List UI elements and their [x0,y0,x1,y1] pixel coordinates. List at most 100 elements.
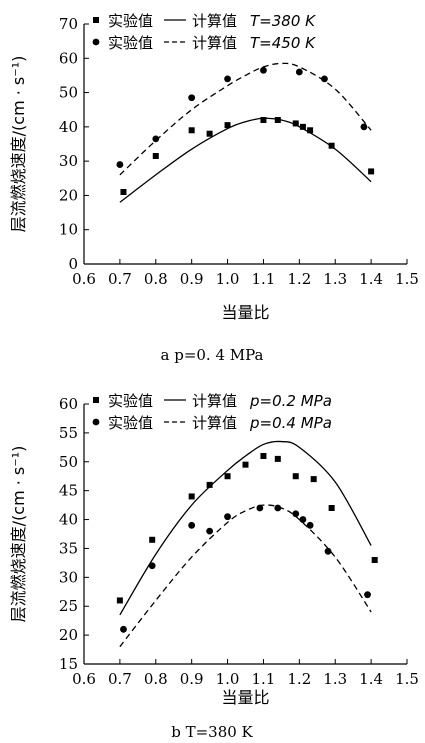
data-point-square [242,461,249,468]
legend-condition-label: T=380 K [250,12,316,30]
data-point-square [206,481,213,488]
data-point-square [260,453,267,459]
calculated-dashed-curve [119,62,372,176]
x-tick-label: 1.1 [252,670,276,688]
data-point-circle [295,68,303,76]
x-tick-label: 0.7 [108,270,132,288]
legend-calculated-label: 计算值 [192,392,237,410]
data-point-circle [224,75,231,83]
data-point-square [274,455,281,462]
data-point-circle [360,123,368,131]
x-tick-label: 1.0 [216,670,240,688]
legend-calculated-label: 计算值 [192,12,237,30]
x-tick-label: 0.6 [72,670,96,688]
data-point-square [307,127,314,134]
data-point-square [224,122,231,129]
legend-calculated-label: 计算值 [192,34,237,52]
y-tick-label: 55 [59,424,78,442]
data-point-square [149,536,156,543]
data-point-square [116,597,123,604]
y-tick-label: 40 [59,118,78,136]
data-point-square [120,189,127,195]
y-tick-label: 45 [59,482,78,500]
y-axis-label: 层流燃烧速度/(cm · s⁻¹) [9,446,28,623]
data-point-square [292,473,299,480]
legend-marker-square [93,17,99,23]
legend-calculated-label: 计算值 [192,414,237,432]
calculated-solid-curve [119,440,372,616]
x-tick-label: 1.0 [216,270,240,288]
y-tick-label: 25 [59,597,78,615]
legend-experimental-label: 实验值 [108,34,153,52]
data-point-square [274,117,281,123]
legend-experimental-label: 实验值 [108,12,153,30]
y-tick-label: 20 [59,626,78,644]
data-point-circle [299,516,307,523]
x-tick-label: 1.5 [395,270,419,288]
figure-caption: a p=0. 4 MPa [161,346,264,364]
data-point-square [224,473,231,480]
data-point-circle [256,504,264,512]
legend-condition-label: T=450 K [250,34,316,52]
y-tick-label: 50 [59,453,78,471]
x-axis-label: 当量比 [221,303,269,322]
y-axis-label: 层流燃烧速度/(cm · s⁻¹) [9,56,28,233]
x-tick-label: 0.9 [180,270,204,288]
y-tick-label: 20 [59,186,78,204]
data-point-square [292,120,299,127]
figure-caption: b T=380 K [171,723,253,741]
y-tick-label: 60 [59,49,78,67]
x-tick-label: 1.3 [323,670,347,688]
y-tick-label: 70 [59,15,78,33]
x-axis-label: 当量比 [221,688,269,707]
data-point-circle [148,562,156,570]
x-tick-label: 0.9 [180,670,204,688]
data-point-circle [274,504,282,512]
y-tick-label: 30 [59,152,78,170]
data-point-circle [306,521,314,529]
data-point-square [368,168,375,175]
y-tick-label: 50 [59,84,78,102]
data-point-square [299,123,306,130]
data-point-square [371,557,378,563]
x-tick-label: 1.5 [395,670,419,688]
x-tick-label: 0.7 [108,670,132,688]
legend-marker-circle [92,418,100,426]
data-point-square [188,127,195,134]
x-tick-label: 0.8 [144,270,168,288]
data-point-circle [152,135,160,143]
data-point-circle [206,527,214,535]
x-tick-label: 1.1 [252,270,276,288]
data-point-circle [188,521,196,529]
data-point-circle [224,513,231,521]
legend-condition-label: p=0.2 MPa [249,392,332,410]
x-tick-label: 0.8 [144,670,168,688]
legend-experimental-label: 实验值 [108,392,153,410]
data-point-square [206,130,213,137]
data-point-square [260,117,267,123]
data-point-circle [116,161,124,168]
data-point-circle [324,547,332,555]
calculated-solid-curve [119,117,372,203]
legend-marker-square [93,397,99,403]
data-point-square [310,476,317,483]
x-tick-label: 0.6 [72,270,96,288]
y-tick-label: 40 [59,511,78,529]
data-point-circle [120,625,127,633]
y-tick-label: 30 [59,568,78,586]
data-point-square [328,505,335,511]
chart-panel-a: 0.6 0.7 0.8 0.9 1.0 1.1 1.2 1.3 1.4 1.5 0 10 20 30 40 5… [9,12,419,364]
data-point-circle [260,66,267,74]
x-tick-label: 1.2 [287,670,311,688]
chart-panel-b: 0.6 0.7 0.8 0.9 1.0 1.1 1.2 1.3 1.4 1.5 15 20 25 30 35… [9,392,419,741]
y-tick-label: 35 [59,539,78,557]
x-tick-label: 1.4 [359,670,383,688]
data-point-square [152,153,159,159]
data-point-circle [321,75,328,83]
x-tick-label: 1.2 [287,270,311,288]
y-tick-label: 10 [59,221,78,239]
data-point-circle [188,94,196,102]
y-tick-label: 60 [59,395,78,413]
x-tick-label: 1.4 [359,270,383,288]
y-tick-label: 15 [59,655,78,673]
